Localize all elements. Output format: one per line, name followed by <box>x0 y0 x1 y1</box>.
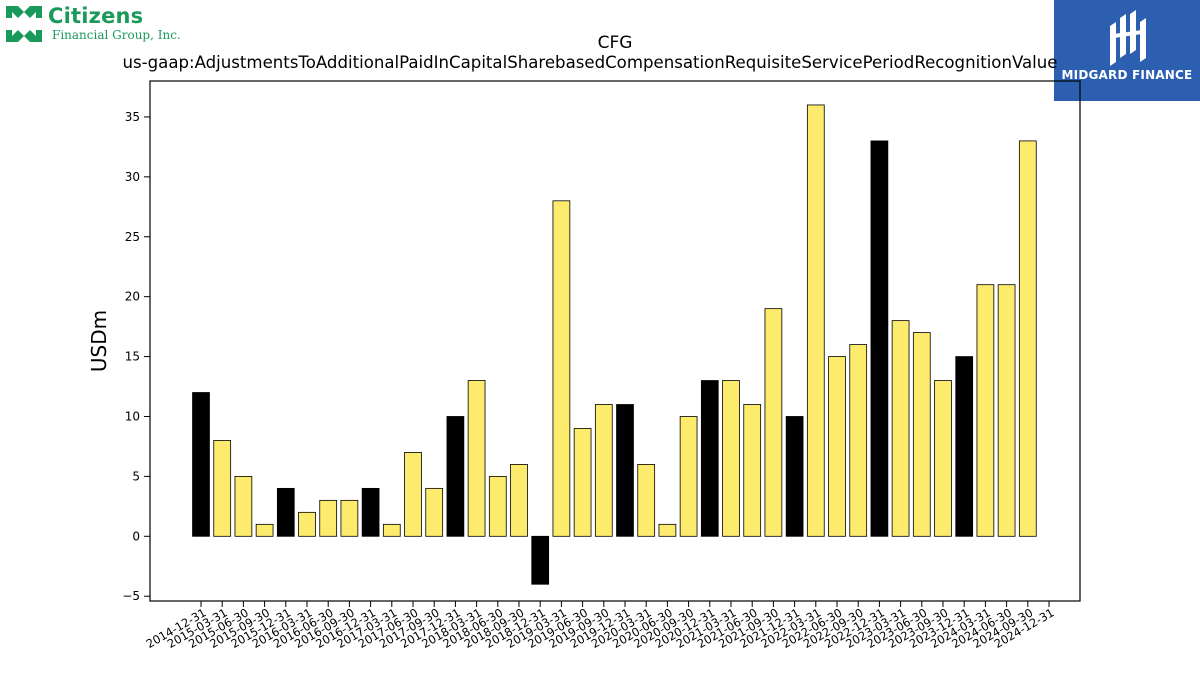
chart-subtitle: us-gaap:AdjustmentsToAdditionalPaidInCap… <box>123 53 1058 73</box>
y-tick-label: −5 <box>122 589 140 603</box>
bars-layer <box>192 104 1037 585</box>
bar-2020-03-31 <box>637 464 656 537</box>
bar-2015-12-31 <box>276 487 295 537</box>
bar-2021-03-31 <box>722 380 740 537</box>
bar-2023-12-31 <box>955 356 974 537</box>
bar-2021-12-31 <box>785 416 804 537</box>
bar-2021-06-30 <box>743 404 762 537</box>
y-axis-label: USDm <box>87 310 111 372</box>
midgard-brand-name: MIDGARD FINANCE <box>1061 68 1193 82</box>
citizens-brand-subtitle: Financial Group, Inc. <box>52 28 181 42</box>
bar-2023-03-31 <box>891 320 910 537</box>
bar-2016-06-30 <box>319 499 338 537</box>
bar-2015-03-31 <box>213 440 232 537</box>
midgard-finance-logo: MIDGARD FINANCE <box>1054 0 1200 101</box>
bar-2019-09-30 <box>594 404 613 537</box>
bar-2015-06-30 <box>234 475 253 537</box>
y-tick-label: 30 <box>125 170 140 184</box>
bar-2017-12-31 <box>446 416 465 537</box>
x-axis: 2014-12-312015-03-312015-06-302015-09-30… <box>144 601 1057 651</box>
citizens-emblem-icon <box>6 6 42 42</box>
bar-2024-03-31 <box>976 284 995 537</box>
citizens-logo: Citizens Financial Group, Inc. <box>4 4 194 44</box>
plot-frame <box>149 80 1081 602</box>
citizens-brand-name: Citizens <box>48 4 144 28</box>
y-tick-label: 35 <box>125 110 140 124</box>
bar-2022-12-31 <box>870 140 889 537</box>
bar-2016-09-30 <box>340 499 359 537</box>
bar-2019-03-31 <box>552 200 571 537</box>
y-tick-label: 5 <box>132 469 140 483</box>
bar-2018-06-30 <box>488 475 507 537</box>
bar-2019-06-30 <box>573 428 592 537</box>
y-axis: −5 0 5 10 15 20 25 30 35 <box>122 110 150 603</box>
bar-2022-06-30 <box>828 356 846 537</box>
bar-2016-12-31 <box>361 487 380 537</box>
bar-2020-12-31 <box>700 380 719 537</box>
bar-2020-06-30 <box>658 523 677 537</box>
y-tick-label: 0 <box>132 529 140 543</box>
bar-2021-09-30 <box>764 308 783 537</box>
bar-2015-09-30 <box>255 523 274 537</box>
y-tick-label: 25 <box>125 230 140 244</box>
bar-2023-06-30 <box>912 332 931 537</box>
y-tick-label: 15 <box>125 350 140 364</box>
bar-2023-09-30 <box>934 380 952 537</box>
bar-2019-12-31 <box>616 404 634 537</box>
bar-2022-09-30 <box>849 344 868 537</box>
bar-2024-06-30 <box>997 284 1016 537</box>
midgard-emblem-icon <box>1054 0 1200 101</box>
bar-2016-03-31 <box>298 511 316 537</box>
y-tick-label: 20 <box>125 290 140 304</box>
chart-title: CFG <box>598 33 633 53</box>
bar-2017-03-31 <box>382 523 401 537</box>
bar-2018-03-31 <box>467 380 486 537</box>
bar-2020-09-30 <box>679 416 698 537</box>
y-tick-label: 10 <box>125 409 140 423</box>
bar-2014-12-31 <box>192 392 210 537</box>
bar-2024-09-30 <box>1018 140 1037 537</box>
bar-2017-09-30 <box>425 487 444 537</box>
bar-2022-03-31 <box>806 104 825 537</box>
bar-2018-09-30 <box>510 464 528 537</box>
bar-2017-06-30 <box>404 452 422 537</box>
bar-2018-12-31 <box>531 535 550 585</box>
